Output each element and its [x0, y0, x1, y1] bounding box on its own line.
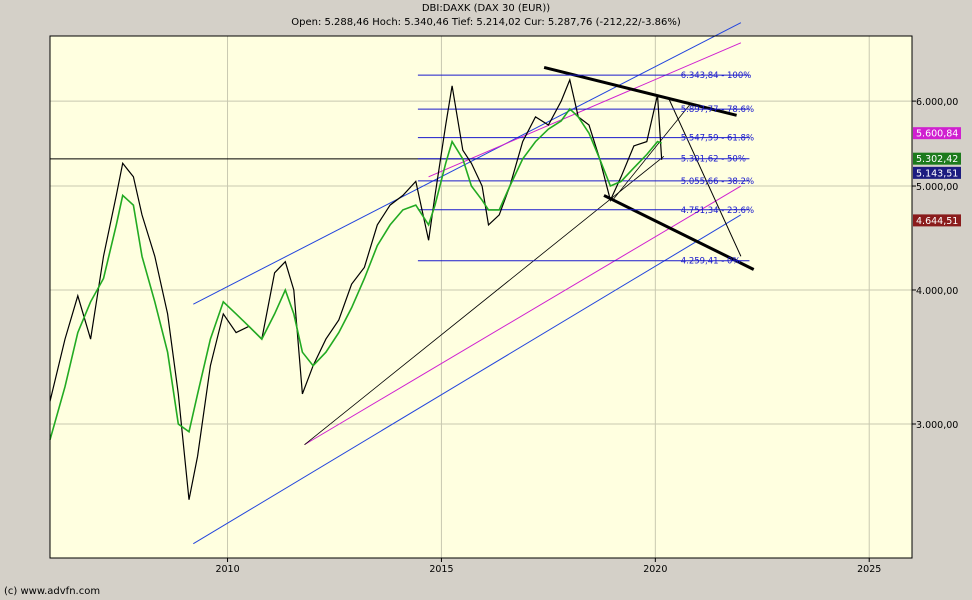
grid — [50, 36, 912, 558]
price-tag — [913, 152, 961, 165]
fib-label: 4.259,41 - 0% — [681, 257, 741, 267]
fibonacci-levels: 6.343,84 - 100% 5.897,77 - 78.6% 5.547,59 … — [417, 71, 754, 267]
fib-label: 5.301,62 - 50% — [681, 155, 746, 165]
fib-label: 5.897,77 - 78.6% — [681, 105, 754, 115]
channel-upper-line — [193, 22, 742, 305]
chart-header: DBI:DAXK (DAX 30 (EUR)) Open: 5.288,46 H… — [0, 2, 972, 30]
fib-label: 6.343,84 - 100% — [681, 71, 752, 81]
quote-line: Open: 5.288,46 Hoch: 5.340,46 Tief: 5.21… — [291, 17, 681, 28]
x-axis: 2010 2015 2020 2025 — [215, 558, 881, 575]
copyright-text: (c) www.advfn.com — [4, 586, 101, 597]
price-tag-label: 5.143,51 — [916, 168, 958, 179]
y-tick-label: 3.000,00 — [916, 420, 958, 431]
y-tick-label: 4.000,00 — [916, 286, 958, 297]
black-support-line — [304, 155, 665, 445]
y-tick-label: 5.000,00 — [916, 182, 958, 193]
short-trend-line — [612, 104, 690, 201]
price-tag — [913, 127, 961, 140]
decline-projection-line — [667, 97, 742, 257]
fib-label: 5.055,66 - 38.2% — [681, 177, 754, 187]
moving-average-series — [49, 107, 663, 441]
magenta-lower-line — [304, 185, 742, 446]
series-layer — [49, 77, 663, 500]
channel-lower-line — [193, 214, 742, 545]
price-tags: 5.600,84 5.302,42 5.143,51 4.644,51 — [913, 127, 961, 227]
price-tag — [913, 214, 961, 227]
price-tag-label: 4.644,51 — [916, 216, 958, 227]
fib-label: 4.751,34 - 23.6% — [681, 206, 754, 216]
price-tag — [913, 166, 961, 179]
x-tick-label: 2015 — [429, 564, 453, 575]
x-tick-label: 2010 — [215, 564, 239, 575]
x-tick-label: 2020 — [643, 564, 667, 575]
lower-wedge-line — [603, 194, 755, 271]
chart-title: DBI:DAXK (DAX 30 (EUR)) — [421, 3, 551, 14]
fib-label: 5.547,59 - 61.8% — [681, 134, 754, 144]
y-tick-label: 6.000,00 — [916, 97, 958, 108]
plot-area — [50, 36, 912, 558]
price-tag-label: 5.302,42 — [916, 154, 958, 165]
x-tick-label: 2025 — [857, 564, 881, 575]
y-axis: 3.000,00 4.000,00 5.000,00 6.000,00 — [912, 97, 958, 431]
price-tag-label: 5.600,84 — [916, 129, 958, 140]
magenta-upper-line — [428, 42, 742, 178]
plot-frame — [49, 35, 913, 559]
price-series — [49, 77, 663, 500]
